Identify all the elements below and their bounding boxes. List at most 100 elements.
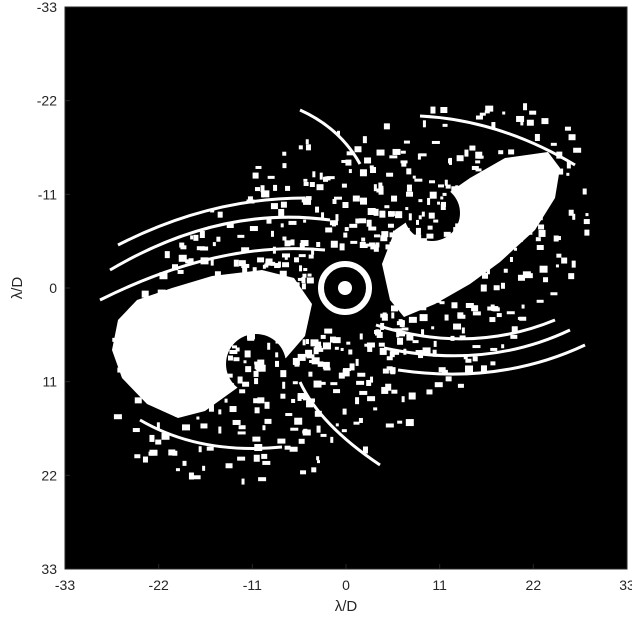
speckle: [404, 234, 412, 238]
speckle: [233, 259, 239, 267]
speckle: [416, 277, 423, 284]
speckle: [257, 257, 265, 263]
speckle: [364, 343, 372, 347]
speckle: [487, 214, 495, 220]
speckle: [421, 211, 425, 217]
speckle: [337, 130, 341, 135]
speckle: [320, 433, 327, 437]
speckle: [450, 335, 455, 341]
speckle: [355, 358, 359, 366]
speckle: [125, 352, 133, 360]
speckle: [359, 218, 367, 224]
speckle: [174, 411, 179, 417]
x-tick-label: -22: [149, 577, 169, 593]
speckle: [466, 260, 471, 266]
speckle: [418, 238, 427, 245]
speckle: [536, 244, 544, 250]
speckle: [297, 393, 305, 400]
speckle: [191, 385, 199, 389]
speckle: [538, 173, 545, 180]
speckle: [308, 254, 314, 259]
speckle: [147, 343, 152, 349]
speckle: [164, 251, 170, 259]
speckle: [412, 340, 419, 344]
speckle: [370, 376, 374, 383]
speckle: [475, 168, 482, 172]
speckle: [325, 227, 333, 233]
y-tick-label: -11: [38, 186, 57, 202]
speckle: [397, 232, 401, 238]
speckle: [396, 303, 405, 310]
speckle: [403, 303, 408, 310]
speckle: [382, 368, 389, 374]
speckle: [293, 295, 297, 299]
speckle: [277, 438, 286, 444]
speckle: [284, 445, 291, 450]
speckle: [134, 397, 142, 404]
speckle: [475, 115, 483, 120]
speckle: [393, 306, 398, 310]
speckle: [155, 439, 162, 445]
speckle: [568, 273, 575, 280]
speckle: [403, 271, 412, 277]
speckle: [391, 312, 395, 319]
speckle: [261, 453, 268, 459]
speckle: [543, 277, 549, 283]
speckle: [379, 210, 386, 218]
speckle: [396, 261, 401, 266]
y-axis: -33 -22 -11 0 11 22 33: [37, 0, 70, 577]
speckle: [406, 184, 412, 192]
speckle: [253, 454, 260, 462]
speckle: [500, 207, 507, 212]
speckle: [513, 179, 519, 184]
speckle: [141, 290, 149, 298]
speckle: [210, 209, 215, 213]
speckle: [367, 344, 373, 352]
speckle: [295, 315, 302, 319]
speckle: [538, 229, 546, 237]
speckle: [457, 383, 464, 388]
speckle: [564, 126, 571, 131]
speckle: [253, 370, 259, 377]
speckle: [373, 407, 378, 411]
speckle: [398, 233, 407, 239]
speckle: [398, 319, 403, 325]
speckle: [278, 208, 285, 216]
speckle: [294, 307, 298, 314]
speckle: [566, 161, 571, 169]
speckle: [302, 430, 310, 434]
speckle: [218, 426, 222, 434]
speckle: [437, 184, 444, 188]
speckle: [227, 373, 233, 378]
speckle: [247, 196, 253, 203]
speckle: [471, 165, 479, 170]
speckle: [378, 187, 384, 195]
speckle: [533, 173, 539, 180]
speckle: [380, 322, 385, 330]
speckle: [401, 267, 409, 272]
speckle: [456, 155, 464, 162]
speckle: [265, 322, 274, 329]
speckle: [182, 424, 191, 431]
speckle: [232, 419, 241, 425]
speckle: [410, 269, 418, 276]
speckle: [237, 376, 243, 384]
speckle: [516, 115, 525, 122]
speckle: [311, 247, 315, 255]
speckle: [216, 296, 225, 304]
speckle: [419, 303, 427, 311]
speckle: [280, 201, 287, 208]
speckle: [149, 345, 154, 349]
speckle: [235, 285, 243, 290]
speckle: [271, 328, 275, 334]
speckle: [247, 335, 255, 341]
speckle: [380, 235, 388, 242]
speckle: [212, 394, 218, 402]
speckle: [524, 273, 533, 279]
speckle: [170, 330, 175, 335]
speckle: [415, 227, 421, 235]
speckle: [381, 386, 389, 394]
speckle: [415, 219, 419, 225]
speckle: [561, 257, 568, 264]
speckle: [509, 256, 513, 262]
